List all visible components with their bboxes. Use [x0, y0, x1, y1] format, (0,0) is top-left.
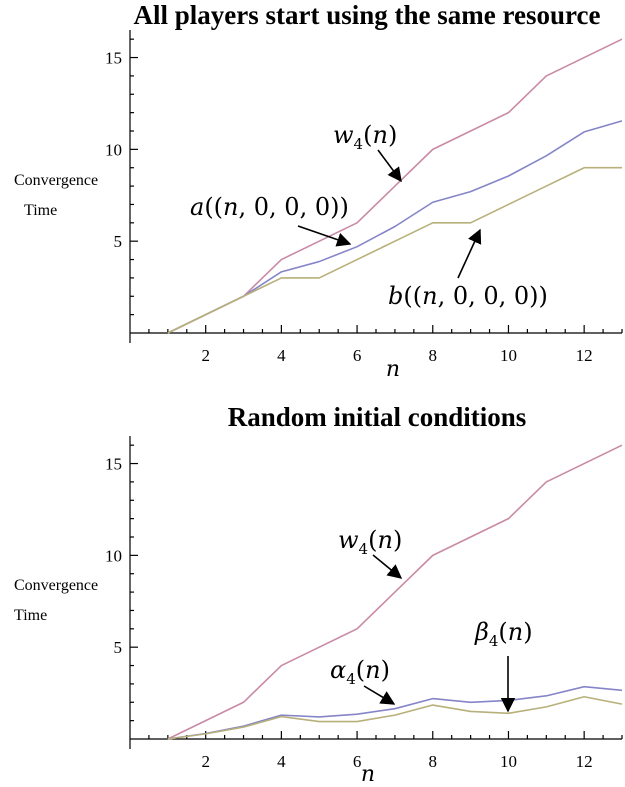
top-x-tick-label: 10	[500, 346, 517, 365]
chart-top-title: All players start using the same resourc…	[134, 0, 601, 30]
chart-top-axes: 2 4 6 8 10 12 5 10 15	[105, 30, 623, 365]
chart-bottom: Random initial conditions Convergence Ti…	[14, 402, 623, 787]
annotation-b-top-arrow	[457, 228, 482, 279]
bottom-x-tick-label: 8	[429, 752, 438, 771]
annotation-b-top: b((n, 0, 0, 0))	[388, 228, 548, 310]
annotation-w4-top-label: w4(n)	[333, 121, 397, 153]
annotation-beta-bottom: β4(n)	[474, 618, 533, 713]
annotation-a-top-arrow	[297, 225, 352, 247]
top-series-b-line	[167, 166, 622, 334]
bottom-y-tick-label: 15	[105, 455, 122, 474]
top-x-tick-label: 8	[429, 346, 438, 365]
chart-top-series	[167, 38, 623, 334]
annotation-b-top-label: b((n, 0, 0, 0))	[388, 282, 548, 310]
bottom-series-alpha-line	[167, 685, 623, 740]
chart-bottom-ylabel-line2: Time	[14, 607, 47, 624]
bottom-x-tick-label: 4	[277, 752, 286, 771]
chart-top-ylabel-line1: Convergence	[14, 172, 98, 189]
annotation-w4-bottom: w4(n)	[338, 526, 403, 579]
top-x-tick-label: 6	[353, 346, 362, 365]
chart-top-xlabel: n	[386, 357, 400, 382]
top-x-tick-label: 4	[277, 346, 286, 365]
chart-bottom-series	[167, 444, 623, 740]
bottom-x-tick-label: 6	[353, 752, 362, 771]
annotation-w4-bottom-label: w4(n)	[338, 526, 402, 558]
annotation-alpha-bottom: α4(n)	[330, 656, 396, 705]
top-y-tick-label: 10	[105, 140, 122, 159]
annotation-w4-bottom-arrow	[372, 554, 403, 579]
chart-bottom-ylabel-line1: Convergence	[14, 577, 98, 594]
top-y-tick-label: 15	[105, 49, 122, 68]
annotation-a-top-label: a((n, 0, 0, 0))	[190, 193, 349, 221]
annotation-beta-bottom-label: β4(n)	[474, 618, 533, 650]
bottom-x-tick-label: 12	[576, 752, 593, 771]
annotation-a-top: a((n, 0, 0, 0))	[190, 193, 352, 247]
annotation-alpha-bottom-arrow	[363, 685, 396, 705]
bottom-y-tick-label: 10	[105, 546, 122, 565]
bottom-x-tick-label: 10	[500, 752, 517, 771]
annotation-alpha-bottom-label: α4(n)	[330, 656, 390, 688]
annotation-w4-top: w4(n)	[333, 121, 402, 183]
bottom-series-w-line	[167, 444, 623, 740]
bottom-x-tick-label: 2	[201, 752, 210, 771]
chart-bottom-axes: 2 4 6 8 10 12 5 10 15	[105, 436, 623, 771]
bottom-series-beta-line	[167, 695, 623, 740]
chart-top: All players start using the same resourc…	[14, 0, 623, 382]
bottom-y-tick-label: 5	[114, 638, 123, 657]
annotation-w4-top-arrow	[377, 149, 402, 183]
chart-bottom-title: Random initial conditions	[228, 402, 527, 432]
chart-top-ylabel-line2: Time	[24, 202, 57, 219]
top-y-tick-label: 5	[114, 232, 123, 251]
top-x-tick-label: 2	[201, 346, 210, 365]
top-x-tick-label: 12	[576, 346, 593, 365]
chart-bottom-xlabel: n	[361, 762, 375, 787]
